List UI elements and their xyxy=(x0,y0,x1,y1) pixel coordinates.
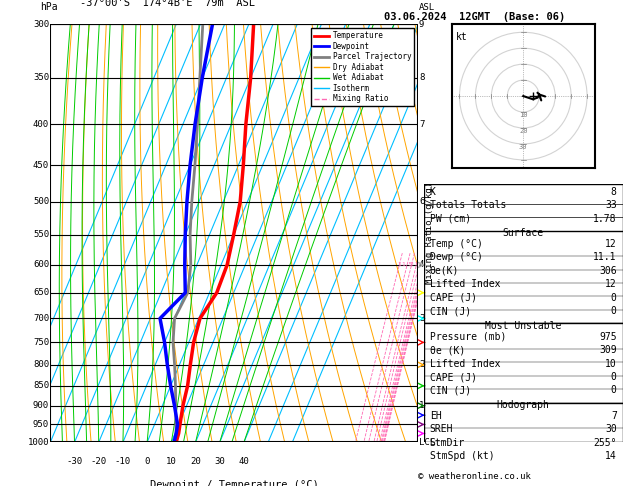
Text: 8: 8 xyxy=(419,73,425,82)
Text: Most Unstable: Most Unstable xyxy=(485,321,562,331)
Text: PW (cm): PW (cm) xyxy=(430,213,471,224)
Text: 20: 20 xyxy=(190,457,201,466)
Text: 33: 33 xyxy=(605,200,617,210)
Text: θe (K): θe (K) xyxy=(430,345,465,355)
Text: -37°00'S  174°4B'E  79m  ASL: -37°00'S 174°4B'E 79m ASL xyxy=(80,0,255,8)
Text: 1: 1 xyxy=(419,401,425,410)
Text: StmDir: StmDir xyxy=(430,438,465,448)
Text: 0: 0 xyxy=(611,293,617,303)
Text: Surface: Surface xyxy=(503,228,544,238)
Text: 30: 30 xyxy=(214,457,225,466)
Text: 0: 0 xyxy=(611,372,617,382)
Text: 12: 12 xyxy=(605,239,617,249)
Text: Totals Totals: Totals Totals xyxy=(430,200,506,210)
Text: 7: 7 xyxy=(419,120,425,129)
Text: 1.5: 1.5 xyxy=(401,262,413,267)
Text: 1000: 1000 xyxy=(28,438,49,447)
Text: -30: -30 xyxy=(67,457,82,466)
Text: 30: 30 xyxy=(605,424,617,434)
Text: Lifted Index: Lifted Index xyxy=(430,359,500,368)
Text: CAPE (J): CAPE (J) xyxy=(430,293,477,303)
Text: 550: 550 xyxy=(33,230,49,239)
Text: 450: 450 xyxy=(33,160,49,170)
Text: 6: 6 xyxy=(419,197,425,206)
Text: 400: 400 xyxy=(33,120,49,129)
Text: θe(K): θe(K) xyxy=(430,266,459,276)
Text: 600: 600 xyxy=(33,260,49,269)
Text: 10: 10 xyxy=(166,457,177,466)
Text: Temp (°C): Temp (°C) xyxy=(430,239,482,249)
Text: 850: 850 xyxy=(33,382,49,390)
Text: hPa: hPa xyxy=(40,2,58,12)
Text: 9: 9 xyxy=(419,20,425,29)
Text: kt: kt xyxy=(456,32,468,42)
Text: 10: 10 xyxy=(605,359,617,368)
Text: 1.78: 1.78 xyxy=(593,213,617,224)
Text: 12: 12 xyxy=(605,279,617,289)
Text: 3: 3 xyxy=(415,262,418,267)
Text: 0: 0 xyxy=(145,457,150,466)
Text: 255°: 255° xyxy=(593,438,617,448)
Text: -20: -20 xyxy=(91,457,107,466)
Text: 900: 900 xyxy=(33,401,49,410)
Text: 500: 500 xyxy=(33,197,49,206)
Text: 3: 3 xyxy=(419,314,425,323)
Text: km
ASL: km ASL xyxy=(419,0,435,12)
Text: Dewpoint / Temperature (°C): Dewpoint / Temperature (°C) xyxy=(150,480,319,486)
Text: 2: 2 xyxy=(419,360,425,369)
Text: CIN (J): CIN (J) xyxy=(430,306,471,316)
Text: © weatheronline.co.uk: © weatheronline.co.uk xyxy=(418,472,532,481)
Text: 30: 30 xyxy=(519,144,528,150)
Text: 0: 0 xyxy=(611,385,617,396)
Text: CIN (J): CIN (J) xyxy=(430,385,471,396)
Text: 03.06.2024  12GMT  (Base: 06): 03.06.2024 12GMT (Base: 06) xyxy=(384,12,565,22)
Text: 309: 309 xyxy=(599,345,617,355)
Text: 306: 306 xyxy=(599,266,617,276)
Text: 10: 10 xyxy=(519,112,528,118)
Text: 7: 7 xyxy=(611,411,617,421)
Text: 8: 8 xyxy=(611,187,617,197)
Text: 975: 975 xyxy=(599,332,617,342)
Text: 300: 300 xyxy=(33,20,49,29)
Text: 40: 40 xyxy=(238,457,249,466)
Legend: Temperature, Dewpoint, Parcel Trajectory, Dry Adiabat, Wet Adiabat, Isotherm, Mi: Temperature, Dewpoint, Parcel Trajectory… xyxy=(311,28,415,106)
Text: Dewp (°C): Dewp (°C) xyxy=(430,253,482,262)
Text: -10: -10 xyxy=(115,457,131,466)
Text: StmSpd (kt): StmSpd (kt) xyxy=(430,451,494,461)
Text: 4: 4 xyxy=(419,260,425,269)
Text: K: K xyxy=(430,187,436,197)
Text: 11.1: 11.1 xyxy=(593,253,617,262)
Text: 350: 350 xyxy=(33,73,49,82)
Text: SREH: SREH xyxy=(430,424,454,434)
Text: 800: 800 xyxy=(33,360,49,369)
Text: 2: 2 xyxy=(409,262,413,267)
Text: 0: 0 xyxy=(611,306,617,316)
Text: 1: 1 xyxy=(398,262,401,267)
Text: 20: 20 xyxy=(519,128,528,134)
Text: Hodograph: Hodograph xyxy=(497,400,550,410)
Text: 700: 700 xyxy=(33,314,49,323)
Text: 750: 750 xyxy=(33,338,49,347)
Text: Mixing Ratio (g/kg): Mixing Ratio (g/kg) xyxy=(425,182,433,284)
Text: CAPE (J): CAPE (J) xyxy=(430,372,477,382)
Text: Lifted Index: Lifted Index xyxy=(430,279,500,289)
Text: 950: 950 xyxy=(33,420,49,429)
Text: 14: 14 xyxy=(605,451,617,461)
Text: 650: 650 xyxy=(33,288,49,297)
Text: EH: EH xyxy=(430,411,442,421)
Text: LCL: LCL xyxy=(419,438,435,447)
Text: Pressure (mb): Pressure (mb) xyxy=(430,332,506,342)
